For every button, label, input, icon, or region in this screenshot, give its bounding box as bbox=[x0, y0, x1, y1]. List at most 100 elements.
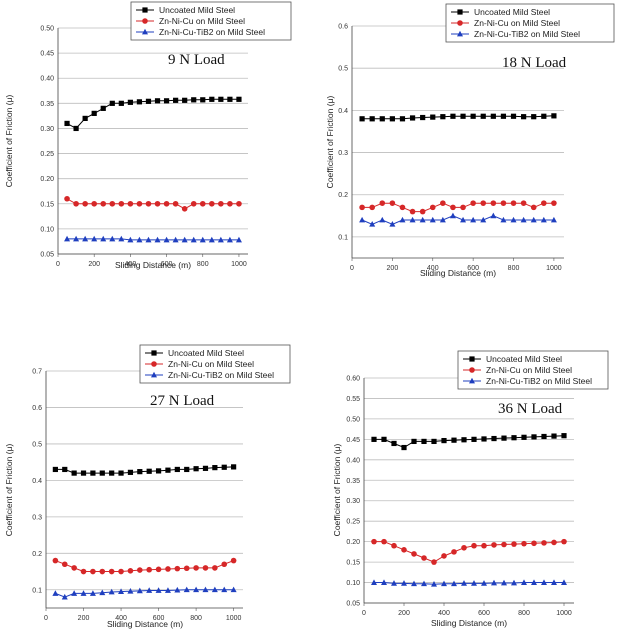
data-point bbox=[460, 113, 466, 119]
data-point bbox=[399, 116, 406, 122]
data-point bbox=[399, 216, 406, 223]
legend-marker bbox=[457, 20, 463, 26]
data-point bbox=[136, 200, 143, 207]
data-point bbox=[155, 468, 162, 474]
data-point bbox=[209, 200, 215, 207]
y-tick-label: 0.10 bbox=[40, 226, 54, 233]
data-point bbox=[208, 236, 215, 243]
data-point bbox=[500, 216, 507, 223]
y-tick-label: 0.4 bbox=[338, 108, 348, 115]
y-tick-label: 0.6 bbox=[338, 24, 348, 31]
data-point bbox=[421, 580, 427, 587]
data-point bbox=[490, 212, 497, 219]
data-point bbox=[490, 113, 496, 119]
legend-marker bbox=[151, 361, 157, 367]
data-point bbox=[200, 97, 206, 103]
legend-box bbox=[445, 3, 615, 43]
data-point bbox=[193, 565, 199, 571]
data-point bbox=[551, 433, 557, 439]
data-point bbox=[501, 435, 507, 441]
data-point bbox=[100, 105, 106, 111]
data-point bbox=[461, 437, 467, 443]
data-point bbox=[163, 200, 170, 207]
data-point bbox=[227, 200, 233, 207]
data-point bbox=[520, 200, 527, 206]
y-tick-label: 0.40 bbox=[40, 76, 54, 83]
data-point bbox=[193, 466, 199, 472]
legend-marker bbox=[142, 7, 148, 13]
data-point bbox=[481, 542, 487, 549]
data-point bbox=[127, 236, 134, 243]
data-point bbox=[73, 125, 79, 132]
y-tick-label: 0.2 bbox=[32, 551, 42, 558]
data-point bbox=[371, 579, 377, 585]
data-point bbox=[217, 236, 224, 243]
data-point bbox=[199, 200, 206, 207]
x-tick-label: 0 bbox=[350, 265, 354, 272]
data-point bbox=[235, 236, 242, 243]
data-point bbox=[409, 208, 416, 215]
legend-entry: Zn-Ni-Cu on Mild Steel bbox=[486, 365, 572, 375]
data-point bbox=[218, 200, 224, 207]
plot-area bbox=[364, 378, 574, 603]
data-point bbox=[480, 200, 487, 206]
data-point bbox=[118, 100, 124, 106]
data-point bbox=[561, 433, 567, 439]
data-point bbox=[490, 200, 497, 206]
legend-entry: Uncoated Mild Steel bbox=[474, 7, 550, 17]
x-tick-label: 1000 bbox=[546, 265, 562, 272]
data-point bbox=[450, 113, 456, 119]
data-point bbox=[379, 116, 385, 122]
data-point bbox=[500, 200, 507, 206]
x-tick-label: 400 bbox=[438, 610, 450, 617]
data-point bbox=[401, 580, 407, 586]
data-point bbox=[211, 586, 218, 593]
data-point bbox=[510, 216, 517, 223]
data-point bbox=[71, 590, 78, 596]
data-point bbox=[118, 568, 124, 575]
x-axis-label: Sliding Distance (m) bbox=[431, 618, 507, 628]
series-triangle bbox=[64, 235, 242, 243]
data-point bbox=[137, 469, 143, 475]
data-point bbox=[82, 200, 88, 207]
data-point bbox=[154, 200, 161, 207]
x-tick-label: 0 bbox=[56, 261, 60, 268]
data-point bbox=[164, 587, 171, 593]
data-point bbox=[183, 586, 190, 593]
data-point bbox=[520, 216, 527, 223]
data-point bbox=[481, 580, 487, 586]
legend-marker bbox=[142, 18, 148, 24]
legend-entry: Zn-Ni-Cu-TiB2 on Mild Steel bbox=[486, 376, 592, 386]
data-point bbox=[541, 200, 547, 206]
y-tick-label: 0.25 bbox=[346, 519, 360, 526]
data-point bbox=[531, 540, 537, 547]
data-point bbox=[136, 587, 143, 594]
data-point bbox=[230, 586, 237, 593]
data-point bbox=[64, 120, 70, 127]
data-point bbox=[471, 542, 477, 549]
data-point bbox=[369, 221, 376, 227]
data-point bbox=[450, 204, 456, 211]
legend-box bbox=[130, 1, 292, 41]
y-tick-label: 0.05 bbox=[346, 601, 360, 608]
y-axis-label: Coefficient of Friction (μ) bbox=[4, 444, 14, 537]
data-point bbox=[421, 555, 427, 561]
data-point bbox=[165, 467, 171, 473]
y-tick-label: 0.3 bbox=[32, 514, 42, 521]
data-point bbox=[154, 236, 161, 243]
data-point bbox=[461, 544, 467, 551]
x-tick-label: 600 bbox=[161, 261, 173, 268]
y-tick-label: 0.5 bbox=[338, 66, 348, 73]
data-point bbox=[118, 200, 125, 207]
series-diamond bbox=[359, 200, 557, 215]
data-point bbox=[441, 437, 447, 444]
data-point bbox=[163, 236, 170, 243]
data-point bbox=[451, 437, 457, 443]
legend-entry: Zn-Ni-Cu-TiB2 on Mild Steel bbox=[159, 27, 265, 37]
x-tick-label: 0 bbox=[362, 610, 366, 617]
x-tick-label: 200 bbox=[398, 610, 410, 617]
data-point bbox=[118, 470, 124, 476]
data-point bbox=[174, 466, 180, 473]
